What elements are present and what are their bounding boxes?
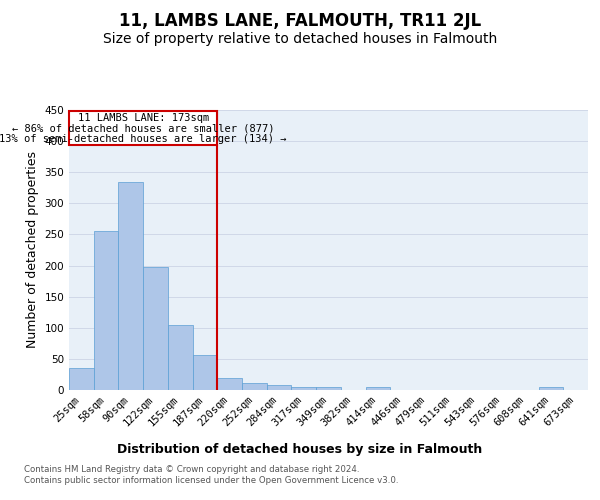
Bar xyxy=(316,387,341,390)
Bar xyxy=(143,268,168,390)
Text: Contains HM Land Registry data © Crown copyright and database right 2024.: Contains HM Land Registry data © Crown c… xyxy=(24,465,359,474)
Text: Contains public sector information licensed under the Open Government Licence v3: Contains public sector information licen… xyxy=(24,476,398,485)
Bar xyxy=(193,354,217,390)
Bar xyxy=(168,324,193,390)
Text: 11 LAMBS LANE: 173sqm: 11 LAMBS LANE: 173sqm xyxy=(77,113,209,123)
Text: 11, LAMBS LANE, FALMOUTH, TR11 2JL: 11, LAMBS LANE, FALMOUTH, TR11 2JL xyxy=(119,12,481,30)
Text: Distribution of detached houses by size in Falmouth: Distribution of detached houses by size … xyxy=(118,442,482,456)
Bar xyxy=(217,378,242,390)
Y-axis label: Number of detached properties: Number of detached properties xyxy=(26,152,39,348)
Bar xyxy=(69,368,94,390)
Bar xyxy=(267,385,292,390)
Text: Size of property relative to detached houses in Falmouth: Size of property relative to detached ho… xyxy=(103,32,497,46)
Bar xyxy=(539,387,563,390)
Text: ← 86% of detached houses are smaller (877): ← 86% of detached houses are smaller (87… xyxy=(12,124,274,134)
Bar xyxy=(94,232,118,390)
Bar xyxy=(365,387,390,390)
Text: 13% of semi-detached houses are larger (134) →: 13% of semi-detached houses are larger (… xyxy=(0,134,287,144)
Bar xyxy=(292,387,316,390)
Bar xyxy=(118,182,143,390)
Bar xyxy=(70,110,217,145)
Bar xyxy=(242,382,267,390)
